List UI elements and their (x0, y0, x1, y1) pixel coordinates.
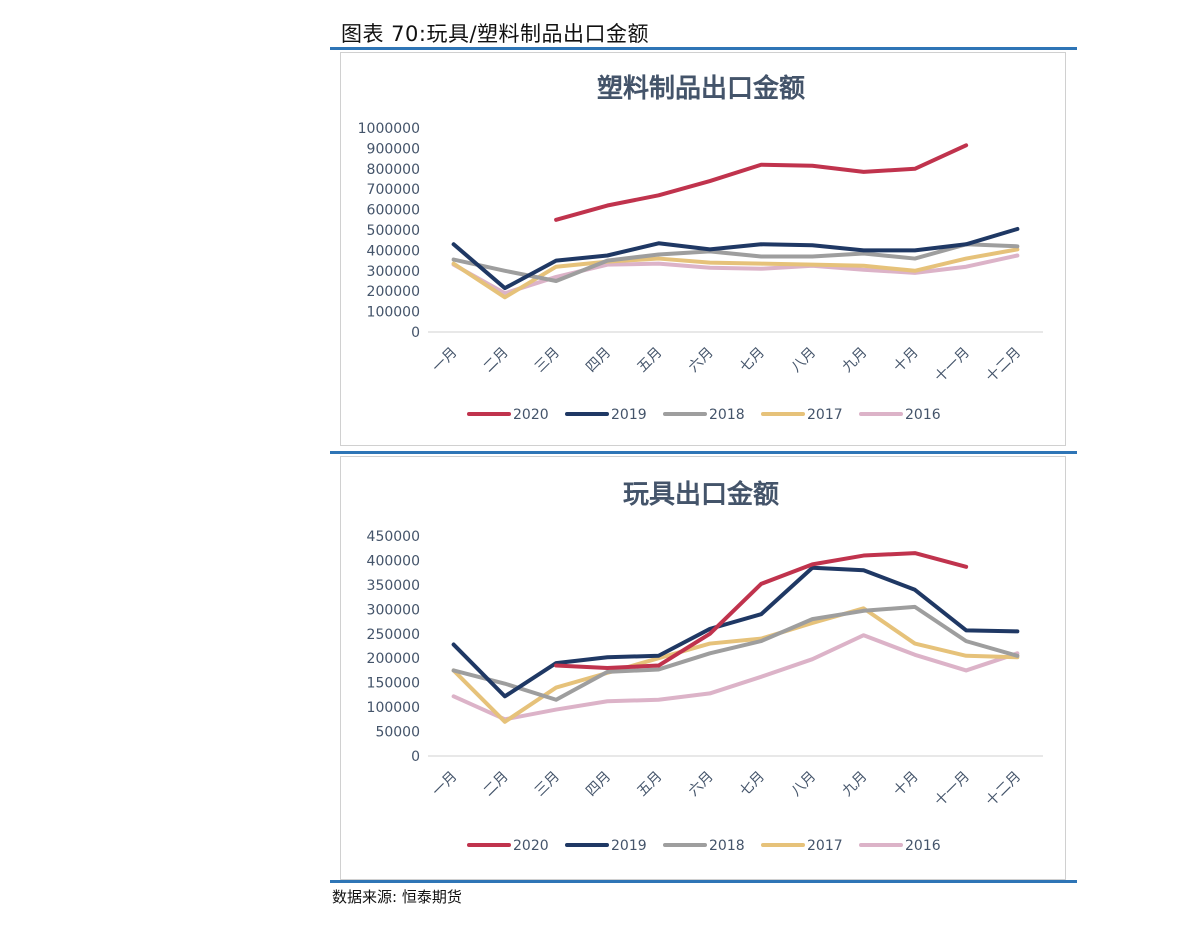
y-tick-label: 0 (411, 325, 420, 341)
y-tick-label: 350000 (367, 578, 420, 594)
plastic-export-chart: 塑料制品出口金额10000009000008000007000006000005… (358, 73, 1043, 423)
x-tick-label: 四月 (583, 345, 614, 376)
legend-label-2018: 2018 (709, 407, 745, 423)
source-note: 数据来源: 恒泰期货 (332, 888, 462, 906)
toy-export-chart: 玩具出口金额 450000 400000 350000 300000 250000 2000… (367, 479, 1043, 854)
y-tick-label: 500000 (367, 223, 420, 239)
series-line-2018 (451, 242, 1020, 283)
x-tick-label: 九月 (839, 345, 870, 376)
legend-label-2016: 2016 (905, 838, 941, 854)
y-tick-label: 900000 (367, 141, 420, 157)
y-tick-label: 150000 (367, 676, 420, 692)
series-line-2016 (451, 633, 1020, 722)
x-tick-label: 九月 (839, 769, 870, 800)
chart-title: 塑料制品出口金额 (597, 73, 805, 104)
bottom-rule (330, 880, 1077, 883)
y-tick-label: 0 (411, 749, 420, 765)
legend-label-2020: 2020 (513, 838, 549, 854)
y-tick-label: 200000 (367, 284, 420, 300)
x-tick-label: 十二月 (983, 345, 1024, 386)
legend-label-2019: 2019 (611, 407, 647, 423)
x-tick-label: 十月 (891, 769, 922, 800)
toy-chart-panel: 玩具出口金额 450000 400000 350000 300000 250000 2000… (340, 456, 1066, 880)
x-tick-label: 六月 (686, 345, 717, 376)
x-tick-label: 一月 (429, 345, 460, 376)
y-tick-label: 600000 (367, 203, 420, 219)
y-tick-label: 200000 (367, 651, 420, 667)
legend-label-2018: 2018 (709, 838, 745, 854)
x-tick-label: 四月 (583, 769, 614, 800)
figure-title: 图表 70:玩具/塑料制品出口金额 (341, 22, 650, 46)
x-tick-label: 二月 (481, 769, 512, 800)
x-tick-label: 七月 (737, 769, 768, 800)
y-tick-label: 50000 (375, 725, 420, 741)
chart-title: 玩具出口金额 (623, 479, 779, 510)
series-line-2017 (451, 606, 1020, 724)
legend-label-2017: 2017 (807, 838, 843, 854)
y-tick-label: 450000 (367, 529, 420, 545)
series-line-2019 (451, 565, 1020, 699)
y-tick-label: 1000000 (358, 121, 420, 137)
x-tick-label: 十一月 (932, 769, 973, 810)
x-tick-label: 一月 (429, 769, 460, 800)
x-tick-label: 八月 (788, 769, 819, 800)
y-tick-label: 700000 (367, 182, 420, 198)
x-tick-label: 六月 (686, 769, 717, 800)
y-tick-label: 300000 (367, 602, 420, 618)
y-tick-label: 100000 (367, 700, 420, 716)
x-tick-label: 七月 (737, 345, 768, 376)
y-tick-label: 100000 (367, 305, 420, 321)
series-line-2018 (451, 604, 1020, 702)
y-tick-label: 400000 (367, 243, 420, 259)
middle-rule (330, 451, 1077, 454)
x-tick-label: 十月 (891, 345, 922, 376)
y-tick-label: 300000 (367, 264, 420, 280)
top-rule (330, 47, 1077, 50)
series-line-2020 (554, 143, 969, 222)
series-line-2017 (451, 247, 1020, 300)
series-line-2020 (554, 551, 969, 670)
legend-label-2019: 2019 (611, 838, 647, 854)
legend-label-2016: 2016 (905, 407, 941, 423)
y-tick-label: 800000 (367, 162, 420, 178)
y-tick-label: 400000 (367, 553, 420, 569)
x-tick-label: 三月 (532, 345, 563, 376)
x-tick-label: 五月 (634, 345, 665, 376)
x-tick-label: 十二月 (983, 769, 1024, 810)
series-line-2019 (451, 226, 1020, 291)
x-tick-label: 十一月 (932, 345, 973, 386)
x-tick-label: 五月 (634, 769, 665, 800)
plastic-chart-panel: 塑料制品出口金额 1000000 900000 800000 700000 600000 5… (340, 52, 1066, 446)
legend-label-2017: 2017 (807, 407, 843, 423)
x-tick-label: 三月 (532, 769, 563, 800)
legend-label-2020: 2020 (513, 407, 549, 423)
x-tick-label: 二月 (481, 345, 512, 376)
y-tick-label: 250000 (367, 627, 420, 643)
x-tick-label: 八月 (788, 345, 819, 376)
